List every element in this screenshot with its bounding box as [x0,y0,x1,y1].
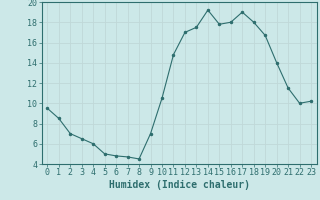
X-axis label: Humidex (Indice chaleur): Humidex (Indice chaleur) [109,180,250,190]
